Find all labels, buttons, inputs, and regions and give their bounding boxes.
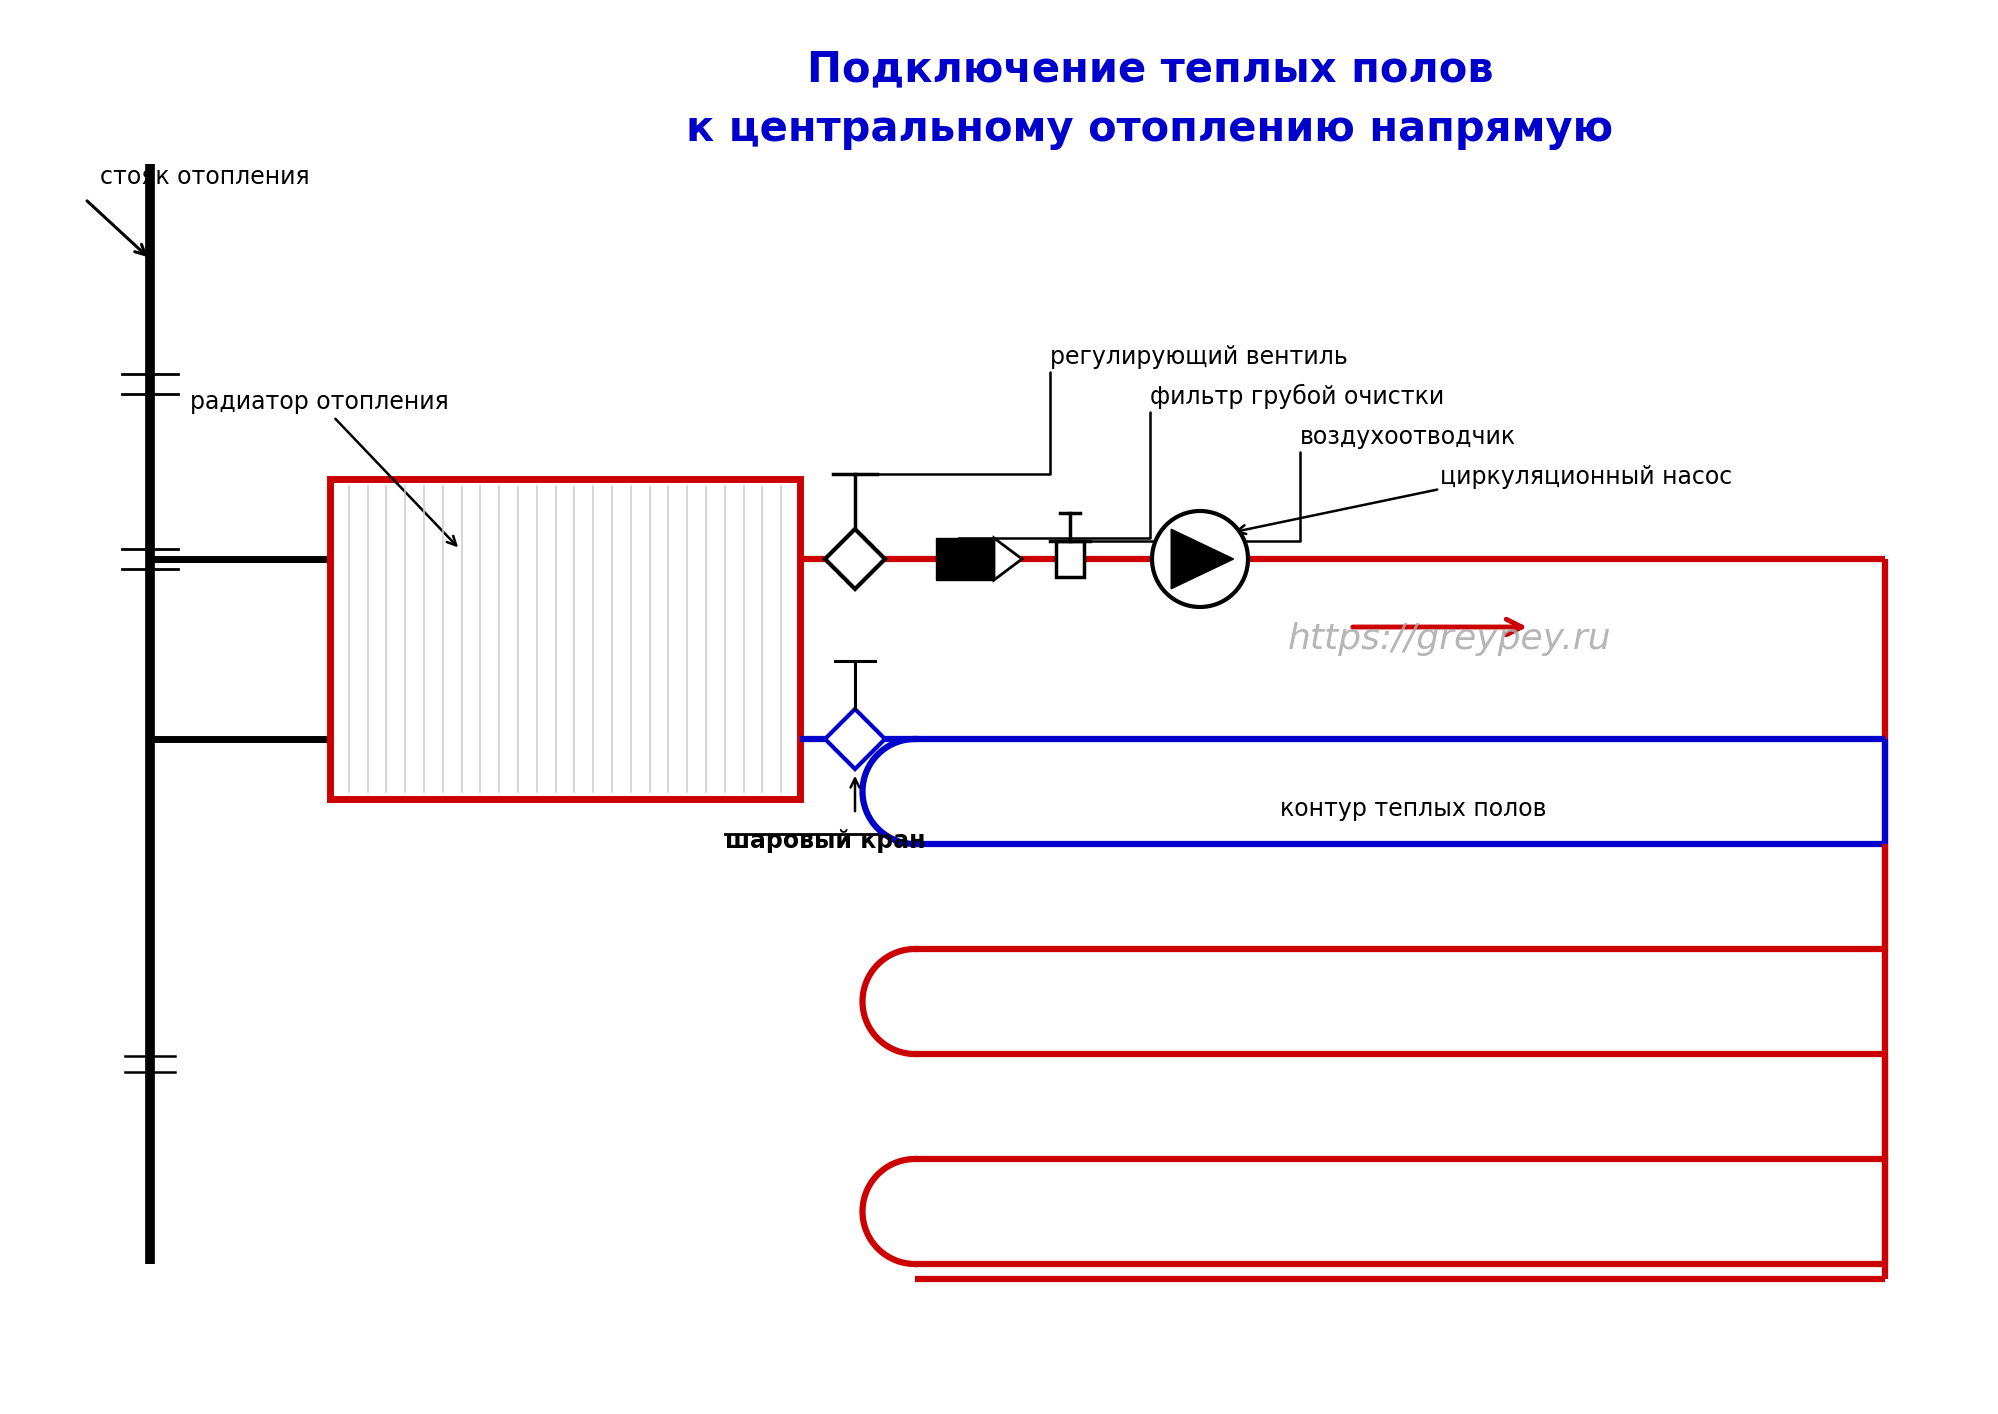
Polygon shape	[825, 529, 885, 590]
Bar	[330, 479, 799, 799]
Bar	[935, 537, 993, 580]
Text: воздухоотводчик: воздухоотводчик	[1299, 426, 1514, 450]
Text: стояк отопления: стояк отопления	[100, 165, 310, 189]
Polygon shape	[993, 537, 1021, 580]
Text: к центральному отоплению напрямую: к центральному отоплению напрямую	[685, 107, 1612, 150]
Text: Подключение теплых полов: Подключение теплых полов	[807, 48, 1493, 90]
Text: регулирующий вентиль: регулирующий вентиль	[1049, 345, 1347, 369]
Bar	[1055, 542, 1083, 577]
Text: контур теплых полов: контур теплых полов	[1279, 797, 1546, 822]
Text: фильтр грубой очистки: фильтр грубой очистки	[1149, 383, 1443, 409]
Text: шаровый кран: шаровый кран	[725, 829, 925, 853]
Polygon shape	[1171, 529, 1233, 588]
Polygon shape	[825, 708, 885, 769]
Circle shape	[1151, 510, 1247, 607]
Text: радиатор отопления: радиатор отопления	[190, 390, 456, 546]
Text: https://greypey.ru: https://greypey.ru	[1287, 622, 1610, 656]
Text: циркуляционный насос: циркуляционный насос	[1439, 465, 1732, 489]
